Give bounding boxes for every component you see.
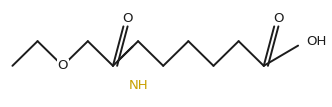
Text: OH: OH [306, 35, 327, 48]
Text: NH: NH [128, 79, 148, 92]
Text: O: O [57, 59, 68, 72]
Text: O: O [123, 12, 133, 25]
Text: O: O [273, 12, 284, 25]
